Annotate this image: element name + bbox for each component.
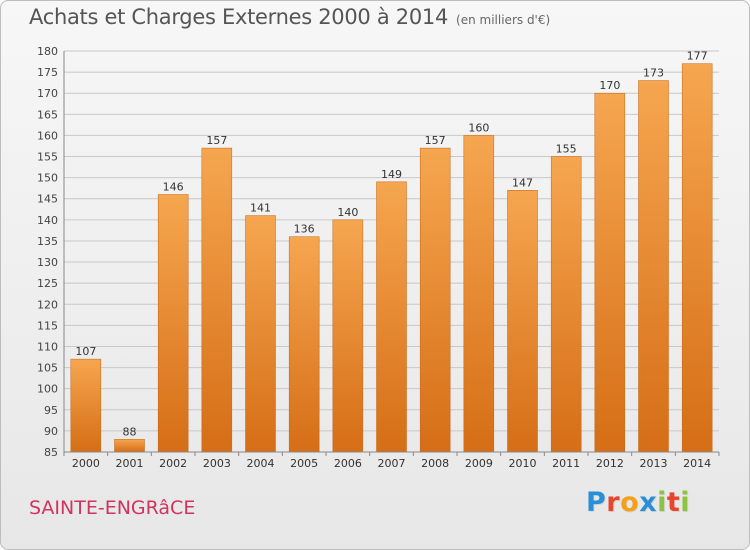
x-tick-label: 2010: [509, 457, 537, 470]
bar-value-label: 146: [163, 181, 184, 194]
logo-letter: P: [586, 487, 607, 518]
y-tick-label: 160: [37, 129, 58, 142]
bar: [419, 147, 451, 453]
logo-letter: r: [606, 487, 621, 518]
bar-value-label: 155: [556, 143, 577, 156]
y-tick-label: 125: [37, 277, 58, 290]
x-tick-label: 2008: [421, 457, 449, 470]
x-tick-label: 2005: [290, 457, 318, 470]
x-tick-label: 2000: [72, 457, 100, 470]
y-tick-label: 115: [37, 319, 58, 332]
x-tick-label: 2001: [116, 457, 144, 470]
chart-title-text: Achats et Charges Externes 2000 à 2014: [29, 5, 449, 29]
bar: [463, 135, 495, 453]
bar-value-label: 170: [599, 79, 620, 92]
y-tick-label: 120: [37, 298, 58, 311]
bar-value-label: 177: [687, 50, 708, 63]
bar-value-label: 173: [643, 67, 664, 80]
bar-value-label: 107: [75, 345, 96, 358]
x-tick-label: 2013: [640, 457, 668, 470]
bar-value-label: 141: [250, 202, 271, 215]
y-tick-label: 85: [44, 446, 58, 459]
chart-unit: (en milliers d'€): [456, 13, 551, 27]
logo-letter: i: [680, 487, 691, 518]
bar: [288, 236, 320, 453]
x-tick-label: 2009: [465, 457, 493, 470]
bar-value-label: 147: [512, 176, 533, 189]
y-tick-label: 170: [37, 87, 58, 100]
y-tick-label: 100: [37, 383, 58, 396]
y-tick-label: 180: [37, 45, 58, 58]
x-tick-label: 2012: [596, 457, 624, 470]
logo-letter: t: [666, 487, 681, 518]
x-tick-label: 2006: [334, 457, 362, 470]
x-tick-label: 2014: [683, 457, 711, 470]
bar: [245, 215, 276, 453]
proxiti-logo: Proxiti: [586, 487, 690, 518]
x-tick-label: 2011: [552, 457, 580, 470]
bar: [681, 63, 713, 453]
y-tick-label: 105: [37, 362, 58, 375]
y-tick-label: 110: [37, 340, 58, 353]
bar: [376, 181, 407, 453]
bar-value-label: 88: [123, 425, 137, 438]
bar: [70, 358, 102, 453]
logo-letter: i: [657, 487, 667, 518]
bar-value-label: 136: [294, 223, 315, 236]
y-tick-label: 140: [37, 214, 58, 227]
bar: [157, 194, 189, 453]
chart-title: Achats et Charges Externes 2000 à 2014 (e…: [29, 5, 550, 29]
bar: [332, 219, 364, 453]
x-tick-label: 2007: [378, 457, 406, 470]
bar-value-label: 149: [381, 168, 402, 181]
y-tick-label: 175: [37, 66, 58, 79]
x-tick-label: 2002: [159, 457, 187, 470]
logo-letter: o: [620, 487, 640, 518]
x-tick-label: 2003: [203, 457, 231, 470]
y-tick-label: 155: [37, 151, 58, 164]
logo-letter: x: [639, 487, 658, 518]
y-tick-label: 135: [37, 235, 58, 248]
x-tick-label: 2004: [247, 457, 275, 470]
y-tick-label: 130: [37, 256, 58, 269]
bar: [550, 156, 582, 453]
y-tick-label: 95: [44, 404, 58, 417]
bar-value-label: 160: [468, 121, 489, 134]
bar-value-label: 157: [206, 134, 227, 147]
bar-value-label: 140: [337, 206, 358, 219]
bar: [638, 80, 669, 453]
bar-value-label: 157: [425, 134, 446, 147]
y-tick-label: 90: [44, 425, 58, 438]
y-tick-label: 150: [37, 172, 58, 185]
bar: [507, 190, 538, 453]
bar: [114, 439, 145, 453]
y-tick-label: 165: [37, 108, 58, 121]
y-tick-label: 145: [37, 193, 58, 206]
commune-name: SAINTE-ENGRâCE: [29, 497, 196, 519]
bar: [594, 92, 626, 453]
bar: [201, 147, 233, 453]
